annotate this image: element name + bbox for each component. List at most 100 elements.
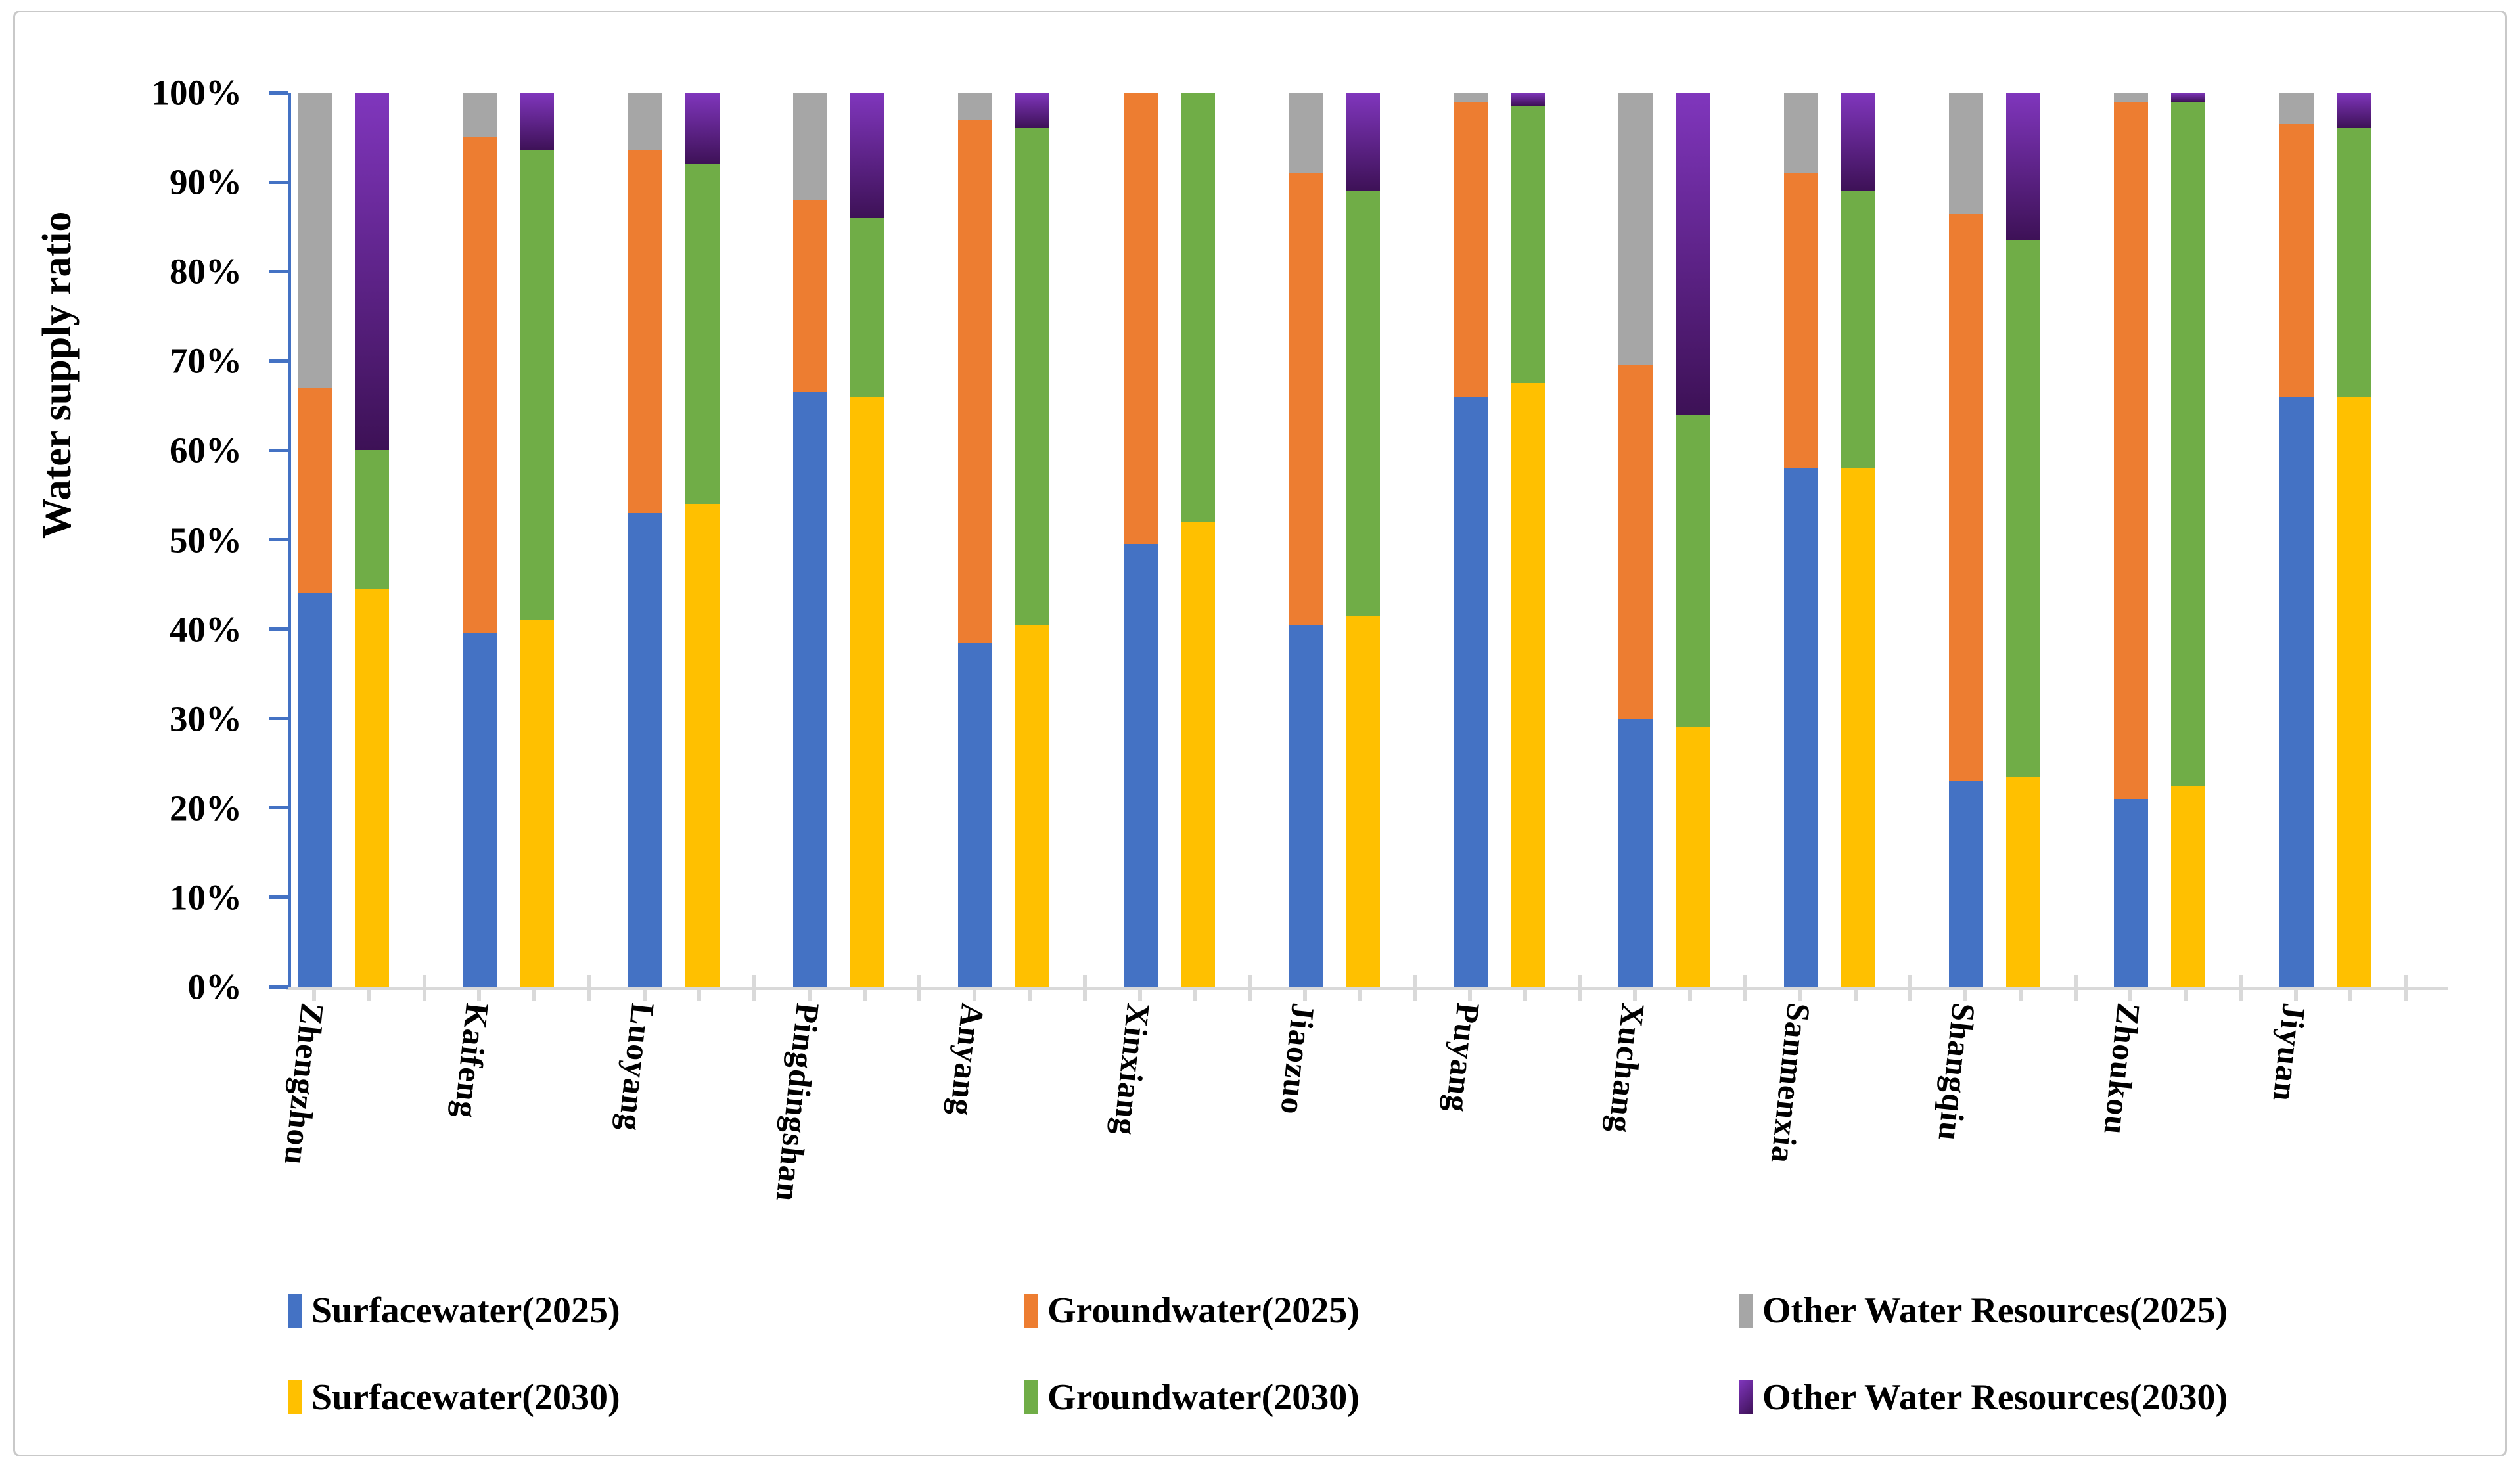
x-axis-tick: [1688, 975, 1693, 1001]
legend-label: Surfacewater(2030): [311, 1377, 620, 1418]
stacked-bar-2030: [355, 93, 389, 987]
x-axis-line: [286, 987, 2448, 990]
x-axis-tick: [1302, 975, 1307, 1001]
legend-swatch: [1024, 1380, 1038, 1414]
legend-label: Groundwater(2030): [1047, 1377, 1360, 1418]
x-axis-tick: [1413, 975, 1417, 1001]
legend-item: Surfacewater(2030): [288, 1368, 620, 1427]
x-axis-tick: [752, 975, 757, 1001]
bar-segment: [850, 217, 884, 397]
stacked-bar-2030: [520, 93, 555, 987]
x-axis-tick: [2238, 975, 2243, 1001]
bar-segment: [1180, 93, 1215, 522]
bar-segment: [1454, 396, 1488, 987]
bar-segment: [2279, 124, 2314, 397]
y-axis-tick: [269, 895, 288, 899]
stacked-bar-2025: [792, 93, 827, 987]
bar-segment: [685, 164, 720, 505]
bar-segment: [1783, 93, 1818, 173]
stacked-bar-2025: [1618, 93, 1653, 987]
legend-swatch: [1739, 1380, 1753, 1414]
x-axis-tick: [2073, 975, 2078, 1001]
y-axis-tick: [269, 806, 288, 810]
y-tick-label: 40%: [170, 609, 242, 650]
legend-label: Surfacewater(2025): [311, 1290, 620, 1331]
legend-item: Groundwater(2025): [1024, 1281, 1360, 1340]
x-axis-tick: [862, 975, 867, 1001]
bar-segment: [1949, 93, 1984, 214]
stacked-bar-2030: [1345, 93, 1380, 987]
bar-segment: [1511, 93, 1546, 106]
bar-segment: [958, 93, 993, 120]
bar-segment: [1511, 383, 1546, 987]
bar-segment: [1123, 93, 1158, 545]
x-axis-tick: [1193, 975, 1197, 1001]
legend-swatch: [1739, 1294, 1753, 1328]
x-axis-tick: [1468, 975, 1473, 1001]
x-axis-tick: [1853, 975, 1858, 1001]
bar-segment: [1841, 191, 1875, 468]
bar-segment: [355, 589, 389, 987]
bar-segment: [792, 93, 827, 200]
y-tick-label: 90%: [170, 162, 242, 202]
y-axis-tick: [269, 91, 288, 95]
bar-segment: [850, 396, 884, 987]
legend-swatch: [288, 1294, 302, 1328]
x-axis-tick: [2293, 975, 2298, 1001]
stacked-bar-2025: [1454, 93, 1488, 987]
x-axis-tick: [312, 975, 316, 1001]
bar-segment: [2171, 93, 2206, 102]
x-axis-tick: [1523, 975, 1527, 1001]
stacked-bar-2025: [298, 93, 332, 987]
bar-segment: [1676, 414, 1710, 728]
stacked-bar-2030: [850, 93, 884, 987]
bar-segment: [1288, 624, 1323, 987]
bar-segment: [1841, 93, 1875, 191]
x-axis-tick: [587, 975, 591, 1001]
x-axis-tick: [1963, 975, 1968, 1001]
bar-segment: [628, 512, 662, 987]
bar-segment: [1180, 522, 1215, 987]
stacked-bar-2025: [2279, 93, 2314, 987]
y-axis-line: [288, 93, 291, 990]
y-axis-tick-labels: 0% 10% 20% 30% 40% 50% 60% 70% 80% 90% 100%: [79, 73, 242, 1007]
bar-segment: [298, 593, 332, 987]
stacked-bar-2030: [2006, 93, 2041, 987]
x-axis-tick: [1082, 975, 1087, 1001]
y-tick-label: 60%: [170, 430, 242, 470]
bar-segment: [2006, 777, 2041, 987]
x-axis-tick: [367, 975, 371, 1001]
y-axis-tick: [269, 538, 288, 541]
bar-segment: [792, 200, 827, 392]
legend-item: Groundwater(2030): [1024, 1368, 1360, 1427]
y-tick-label: 50%: [170, 520, 242, 560]
bar-segment: [355, 93, 389, 451]
bar-segment: [2336, 396, 2371, 987]
bar-segment: [1511, 106, 1546, 384]
stacked-bar-2025: [2114, 93, 2149, 987]
x-axis-tick: [642, 975, 647, 1001]
y-axis-title: Water supply ratio: [35, 211, 80, 539]
bar-segment: [1949, 780, 1984, 987]
bar-segment: [463, 633, 497, 987]
stacked-bar-2030: [685, 93, 720, 987]
x-axis-tick: [1798, 975, 1802, 1001]
bar-segment: [1288, 173, 1323, 625]
bar-segment: [2006, 240, 2041, 777]
x-axis-tick: [2128, 975, 2133, 1001]
bar-segment: [1288, 93, 1323, 173]
stacked-bar-2030: [1015, 93, 1050, 987]
bar-segment: [628, 93, 662, 151]
legend-label: Groundwater(2025): [1047, 1290, 1360, 1331]
bar-segment: [1345, 616, 1380, 987]
bar-segment: [1015, 624, 1050, 987]
y-tick-label: 0%: [187, 966, 242, 1007]
x-axis-tick: [1633, 975, 1638, 1001]
legend-swatch: [288, 1380, 302, 1414]
stacked-bar-2030: [1841, 93, 1875, 987]
bar-segment: [2279, 396, 2314, 987]
bar-segment: [1783, 173, 1818, 468]
bar-segment: [1676, 93, 1710, 415]
bar-segment: [685, 93, 720, 164]
